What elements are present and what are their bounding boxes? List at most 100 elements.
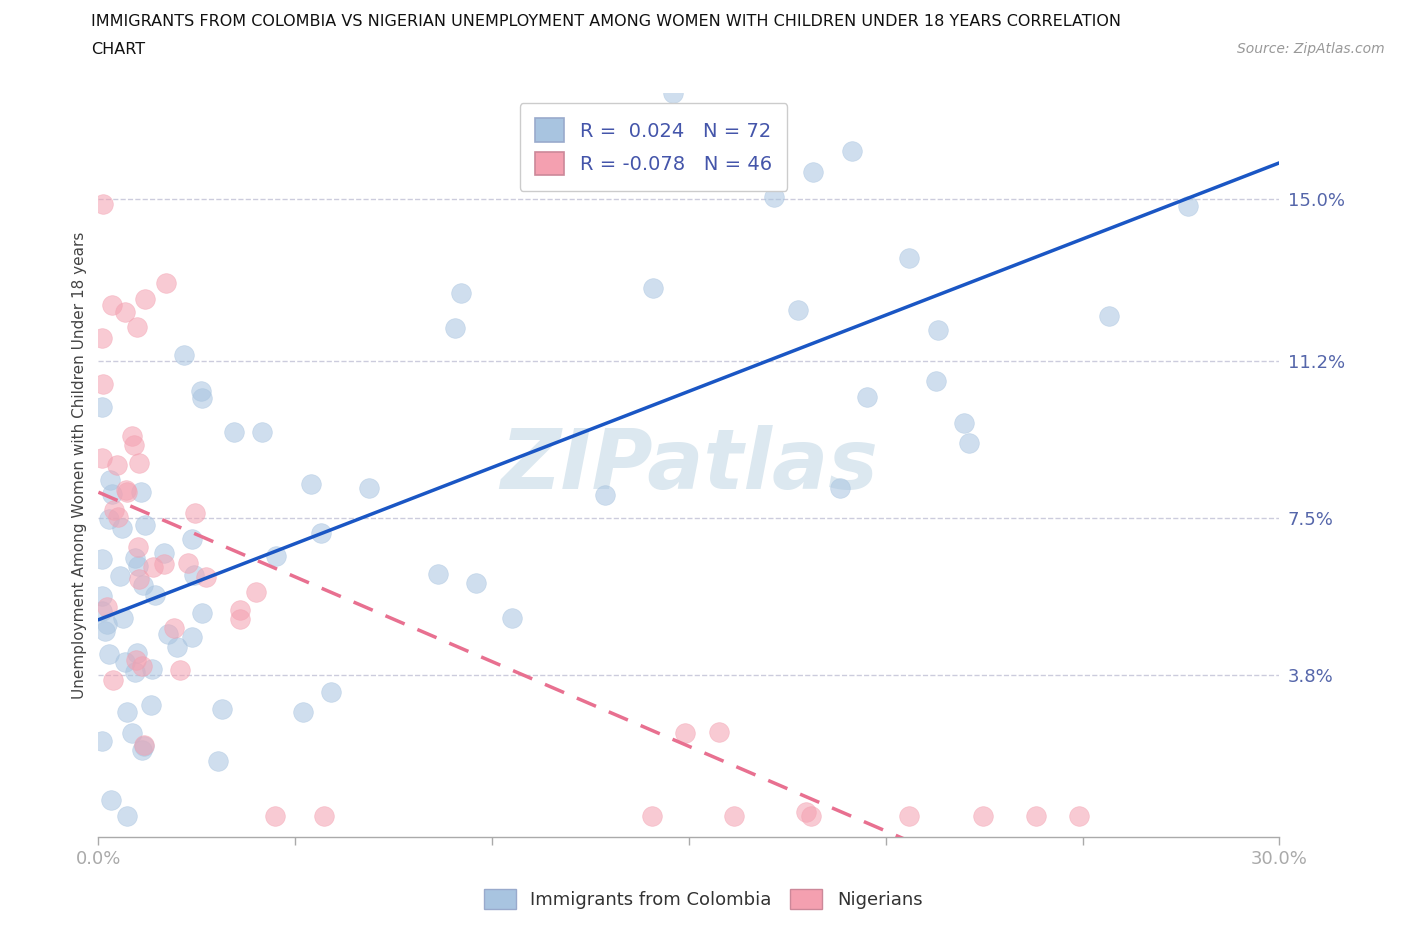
Point xyxy=(111,521,134,536)
Point xyxy=(357,481,380,496)
Point xyxy=(108,569,131,584)
Point xyxy=(142,559,165,574)
Point xyxy=(169,662,191,677)
Point xyxy=(299,477,322,492)
Point xyxy=(129,485,152,499)
Point xyxy=(762,190,785,205)
Legend: Immigrants from Colombia, Nigerians: Immigrants from Colombia, Nigerians xyxy=(477,882,929,916)
Point xyxy=(96,599,118,614)
Point xyxy=(953,416,976,431)
Point xyxy=(124,551,146,565)
Point xyxy=(593,488,616,503)
Point xyxy=(125,645,148,660)
Point xyxy=(662,86,685,100)
Point xyxy=(121,428,143,443)
Point xyxy=(141,661,163,676)
Point xyxy=(190,384,212,399)
Point xyxy=(115,485,138,499)
Point xyxy=(177,555,200,570)
Point xyxy=(321,684,343,699)
Point xyxy=(229,611,252,626)
Point xyxy=(91,551,114,566)
Point xyxy=(786,302,808,317)
Point xyxy=(124,664,146,679)
Point xyxy=(641,808,664,823)
Point xyxy=(898,808,921,823)
Point xyxy=(114,305,136,320)
Point xyxy=(229,602,252,617)
Point xyxy=(181,531,204,546)
Point xyxy=(1067,808,1090,823)
Point xyxy=(91,197,114,212)
Point xyxy=(643,281,665,296)
Point xyxy=(143,588,166,603)
Text: ZIPatlas: ZIPatlas xyxy=(501,424,877,506)
Point xyxy=(444,321,467,336)
Point xyxy=(134,291,156,306)
Point xyxy=(91,589,114,604)
Point xyxy=(794,804,817,819)
Point xyxy=(855,389,877,404)
Point xyxy=(132,578,155,592)
Point xyxy=(128,571,150,586)
Point xyxy=(101,672,124,687)
Point xyxy=(124,653,146,668)
Point xyxy=(898,250,921,265)
Point xyxy=(97,647,120,662)
Point xyxy=(131,658,153,673)
Point xyxy=(957,435,980,450)
Point xyxy=(183,506,205,521)
Point xyxy=(191,391,214,405)
Point xyxy=(245,584,267,599)
Point xyxy=(101,298,124,312)
Point xyxy=(723,808,745,823)
Point xyxy=(163,620,186,635)
Point xyxy=(927,323,949,338)
Point xyxy=(105,458,128,472)
Point xyxy=(132,737,155,752)
Point xyxy=(224,424,246,439)
Point xyxy=(101,487,124,502)
Point xyxy=(841,143,863,158)
Point xyxy=(925,373,948,388)
Point xyxy=(450,286,472,300)
Point xyxy=(1025,808,1047,823)
Point xyxy=(96,617,118,631)
Point xyxy=(426,566,449,581)
Point xyxy=(155,276,177,291)
Point xyxy=(312,808,335,823)
Legend: R =  0.024   N = 72, R = -0.078   N = 46: R = 0.024 N = 72, R = -0.078 N = 46 xyxy=(520,102,787,191)
Point xyxy=(1177,199,1199,214)
Point xyxy=(464,576,486,591)
Point xyxy=(180,630,202,644)
Y-axis label: Unemployment Among Women with Children Under 18 years: Unemployment Among Women with Children U… xyxy=(72,232,87,698)
Point xyxy=(100,792,122,807)
Point xyxy=(127,540,149,555)
Point xyxy=(91,400,114,415)
Point xyxy=(311,525,333,540)
Point xyxy=(673,725,696,740)
Point xyxy=(250,424,273,439)
Point xyxy=(972,808,994,823)
Point xyxy=(97,512,120,526)
Text: CHART: CHART xyxy=(91,42,145,57)
Point xyxy=(166,639,188,654)
Point xyxy=(91,451,114,466)
Point xyxy=(91,331,114,346)
Point xyxy=(91,733,114,748)
Point xyxy=(194,570,217,585)
Point xyxy=(125,320,148,335)
Point xyxy=(266,549,288,564)
Point xyxy=(173,347,195,362)
Point xyxy=(115,483,138,498)
Point xyxy=(707,724,730,739)
Point xyxy=(152,557,174,572)
Point xyxy=(207,753,229,768)
Point xyxy=(111,611,134,626)
Point xyxy=(801,165,824,179)
Point xyxy=(114,655,136,670)
Point xyxy=(264,808,287,823)
Point xyxy=(98,472,121,487)
Point xyxy=(211,701,233,716)
Point xyxy=(122,437,145,452)
